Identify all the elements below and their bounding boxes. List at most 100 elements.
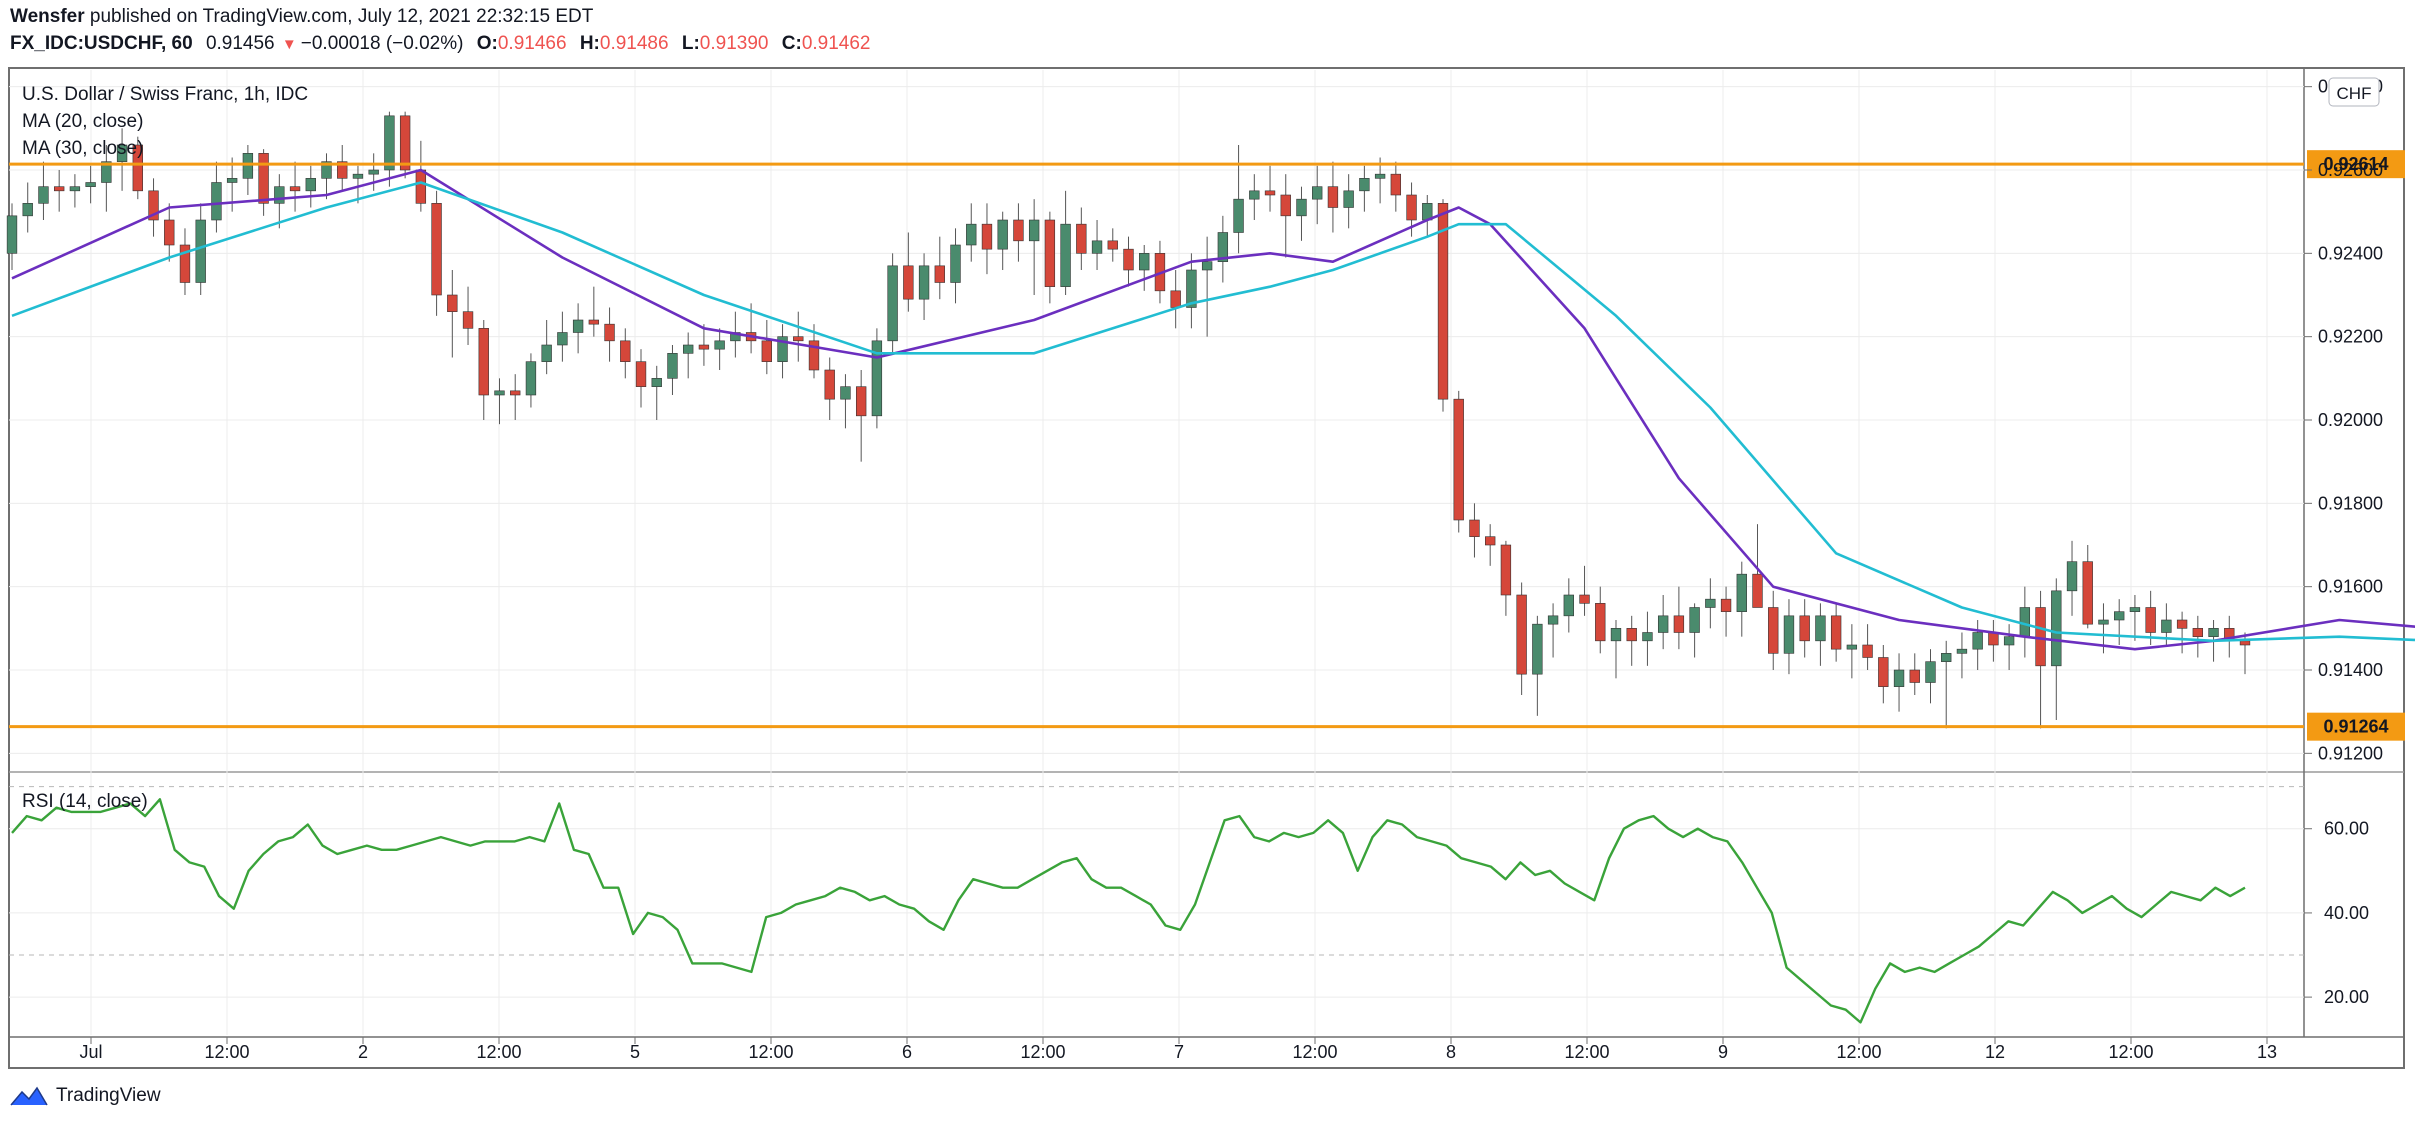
time-tick-label: 12:00 xyxy=(1292,1042,1337,1062)
candle-up xyxy=(6,215,18,254)
candle-up xyxy=(651,378,662,387)
candle-down xyxy=(132,144,143,192)
rsi-legend[interactable]: RSI (14, close) xyxy=(22,791,148,812)
candle-down xyxy=(1673,615,1685,633)
ma20-legend[interactable]: MA (20, close) xyxy=(22,111,143,132)
chart-title: U.S. Dollar / Swiss Franc, 1h, IDC xyxy=(22,84,308,105)
candle-up xyxy=(966,223,977,246)
candle-up xyxy=(1217,232,1229,262)
candle-up xyxy=(2114,611,2125,621)
candle-down xyxy=(1830,615,1842,650)
footer-brand[interactable]: TradingView xyxy=(10,1085,161,1107)
ma30-legend[interactable]: MA (30, close) xyxy=(22,138,143,159)
candle-down xyxy=(1107,240,1118,250)
currency-badge[interactable] xyxy=(2328,77,2380,107)
candle-up xyxy=(541,344,552,362)
candle-up xyxy=(918,265,930,300)
time-tick-label: 12:00 xyxy=(476,1042,521,1062)
candle-up xyxy=(85,182,96,187)
time-tick-label: 12:00 xyxy=(1020,1042,1065,1062)
candle-down xyxy=(1390,173,1402,196)
tradingview-logo-icon xyxy=(10,1086,48,1106)
price-tick-label: 0.92000 xyxy=(2318,410,2383,430)
candle-up xyxy=(871,340,883,417)
price-tick-label: 0.92200 xyxy=(2318,327,2383,347)
candle-up xyxy=(840,386,851,400)
candle-up xyxy=(1091,240,1103,254)
candle-up xyxy=(1736,573,1747,612)
candle-down xyxy=(1013,219,1024,242)
time-axis[interactable]: Jul 12:00 2 12:00 5 12:00 6 12:00 7 12:00 8 12:00 9 1… xyxy=(79,1037,2277,1062)
candle-up xyxy=(384,115,395,171)
price-tick-label: 0.92400 xyxy=(2318,243,2383,263)
candle-down xyxy=(1579,594,1590,604)
publish-text: published on TradingView.com, July 12, 2… xyxy=(89,6,594,27)
candle-down xyxy=(1280,194,1291,217)
time-tick-label: 12 xyxy=(1985,1042,2005,1062)
currency-label: CHF xyxy=(2337,84,2372,103)
chart-frame xyxy=(8,67,2405,1069)
candle-up xyxy=(1060,223,1071,287)
price-change: −0.00018 (−0.02%) xyxy=(300,33,464,54)
low-label: L: xyxy=(681,33,700,54)
candle-up xyxy=(1343,190,1354,208)
candle-up xyxy=(2208,628,2219,637)
rsi-axis[interactable]: 60.00 40.00 20.00 xyxy=(2304,819,2369,1007)
level-price-label: 0.91264 xyxy=(2323,717,2388,737)
candle-up xyxy=(572,319,584,333)
time-tick-label: 9 xyxy=(1718,1042,1728,1062)
open-value: 0.91466 xyxy=(497,33,567,54)
candle-up xyxy=(2003,636,2015,646)
candle-down xyxy=(1799,615,1810,642)
symbol-label: FX_IDC:USDCHF, 60 xyxy=(10,33,193,54)
close-label: C: xyxy=(781,33,802,54)
price-axis[interactable]: 0.928000.926000.924000.922000.920000.918… xyxy=(2304,77,2383,764)
high-value: 0.91486 xyxy=(599,33,669,54)
candle-down xyxy=(1720,598,1732,612)
candle-up xyxy=(1532,623,1543,675)
candle-down xyxy=(588,319,600,325)
candle-down xyxy=(337,161,348,179)
candle-up xyxy=(1563,594,1574,617)
candle-up xyxy=(1657,615,1669,633)
author-name[interactable]: Wensfer xyxy=(10,6,85,27)
candle-down xyxy=(1988,632,1999,646)
price-tick-label: 0.91600 xyxy=(2318,577,2383,597)
open-label: O: xyxy=(476,33,498,54)
footer-brand-name: TradingView xyxy=(56,1085,161,1106)
candle-up xyxy=(101,161,112,183)
ma20-line xyxy=(11,168,2415,651)
candle-down xyxy=(1878,657,1889,687)
candle-down xyxy=(1044,219,1056,287)
candle-down xyxy=(934,265,945,283)
candle-down xyxy=(1453,398,1464,521)
time-tick-label: 6 xyxy=(902,1042,912,1062)
time-tick-label: 12:00 xyxy=(2108,1042,2153,1062)
candle-down xyxy=(289,186,301,192)
horizontal-levels[interactable]: 0.92614 0.91264 xyxy=(9,150,2405,741)
candle-down xyxy=(1123,248,1134,271)
candle-up xyxy=(1705,598,1716,608)
moving-average-lines xyxy=(11,168,2415,651)
candle-up xyxy=(683,344,694,354)
candle-down xyxy=(793,336,804,342)
candle-up xyxy=(226,178,238,183)
candle-up xyxy=(667,353,678,379)
candle-up xyxy=(1296,198,1307,217)
candle-up xyxy=(2066,561,2078,592)
rsi-tick-label: 60.00 xyxy=(2324,819,2369,839)
candle-up xyxy=(69,186,81,192)
publish-info: Wensfer published on TradingView.com, Ju… xyxy=(10,6,593,28)
candle-down xyxy=(2176,619,2188,629)
candle-down xyxy=(1469,519,1480,537)
symbol-ohlc-line: FX_IDC:USDCHF, 60 0.91456 ▼ −0.00018 (−0.… xyxy=(10,33,871,55)
candle-down xyxy=(855,386,867,417)
high-label: H: xyxy=(579,33,600,54)
candle-down xyxy=(2082,561,2093,625)
candle-up xyxy=(2129,607,2141,612)
candle-down xyxy=(179,244,191,283)
candle-up xyxy=(1972,632,1983,650)
time-tick-label: 13 xyxy=(2257,1042,2277,1062)
candle-up xyxy=(1783,615,1795,654)
